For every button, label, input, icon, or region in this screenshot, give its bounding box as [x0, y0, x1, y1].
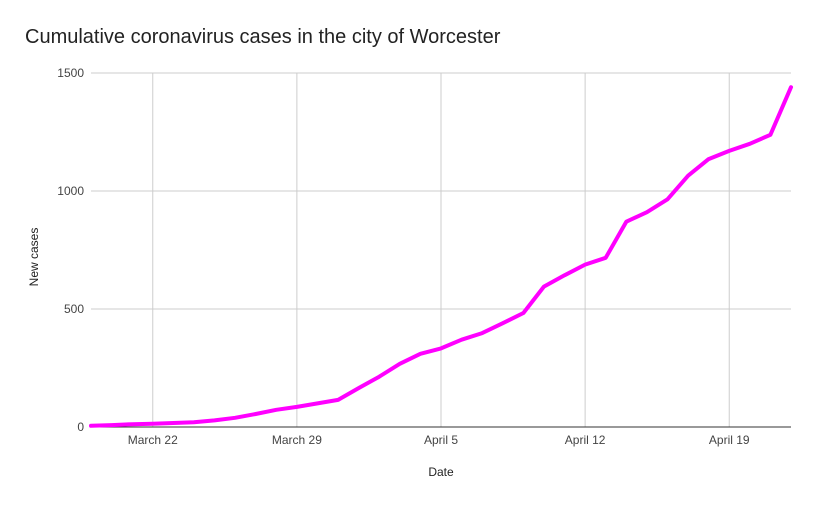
x-tick-label: April 12	[565, 433, 606, 447]
y-tick-label: 500	[64, 302, 84, 316]
series-group	[89, 85, 793, 428]
y-tick-label: 1000	[57, 184, 84, 198]
chart-title: Cumulative coronavirus cases in the city…	[25, 26, 501, 48]
x-tick-label: March 22	[128, 433, 178, 447]
x-axis-label: Date	[428, 465, 454, 479]
series-line	[89, 85, 793, 428]
y-tick-label: 0	[77, 420, 84, 434]
x-tick-labels: March 22 March 29 April 5 April 12 April 19	[128, 433, 750, 447]
x-tick-label: April 19	[709, 433, 750, 447]
x-tick-label: April 5	[424, 433, 458, 447]
y-tick-label: 1500	[57, 66, 84, 80]
gridlines	[91, 72, 791, 427]
y-tick-labels: 0 500 1000 1500	[57, 66, 84, 434]
x-tick-label: March 29	[272, 433, 322, 447]
